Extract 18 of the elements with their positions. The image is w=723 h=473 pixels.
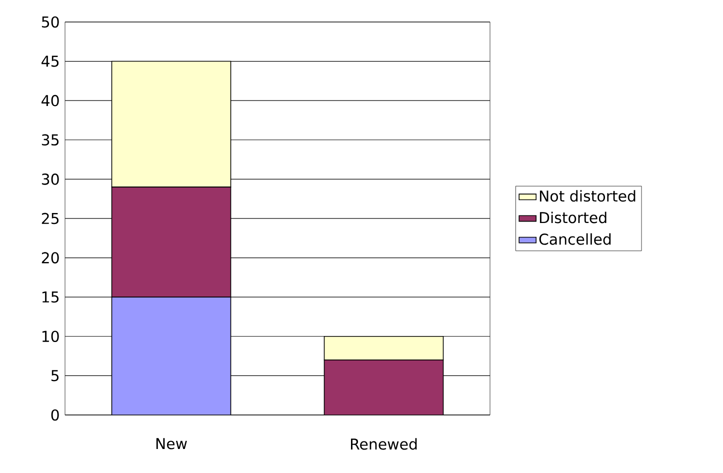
bar	[324, 360, 444, 415]
y-tick-label: 45	[42, 56, 59, 67]
x-tick-label: Renewed	[350, 438, 417, 450]
bar	[111, 186, 232, 298]
y-tick-label: 30	[42, 174, 59, 185]
y-tick-label: 40	[42, 94, 59, 106]
legend-label: Cancelled	[539, 233, 611, 245]
y-tick-label: 20	[42, 252, 59, 264]
y-tick-label: 15	[42, 292, 59, 303]
legend-label: Distorted	[540, 212, 606, 224]
y-tick-label: 25	[42, 212, 59, 224]
y-tick-label: 0	[51, 409, 59, 421]
y-tick-label: 10	[42, 330, 59, 342]
y-tick-label: 35	[42, 134, 59, 146]
y-tick-label: 5	[51, 370, 59, 382]
y-tick-label: 50	[42, 16, 59, 28]
x-tick-label: New	[156, 438, 187, 450]
legend-label: Not distorted	[540, 190, 636, 202]
